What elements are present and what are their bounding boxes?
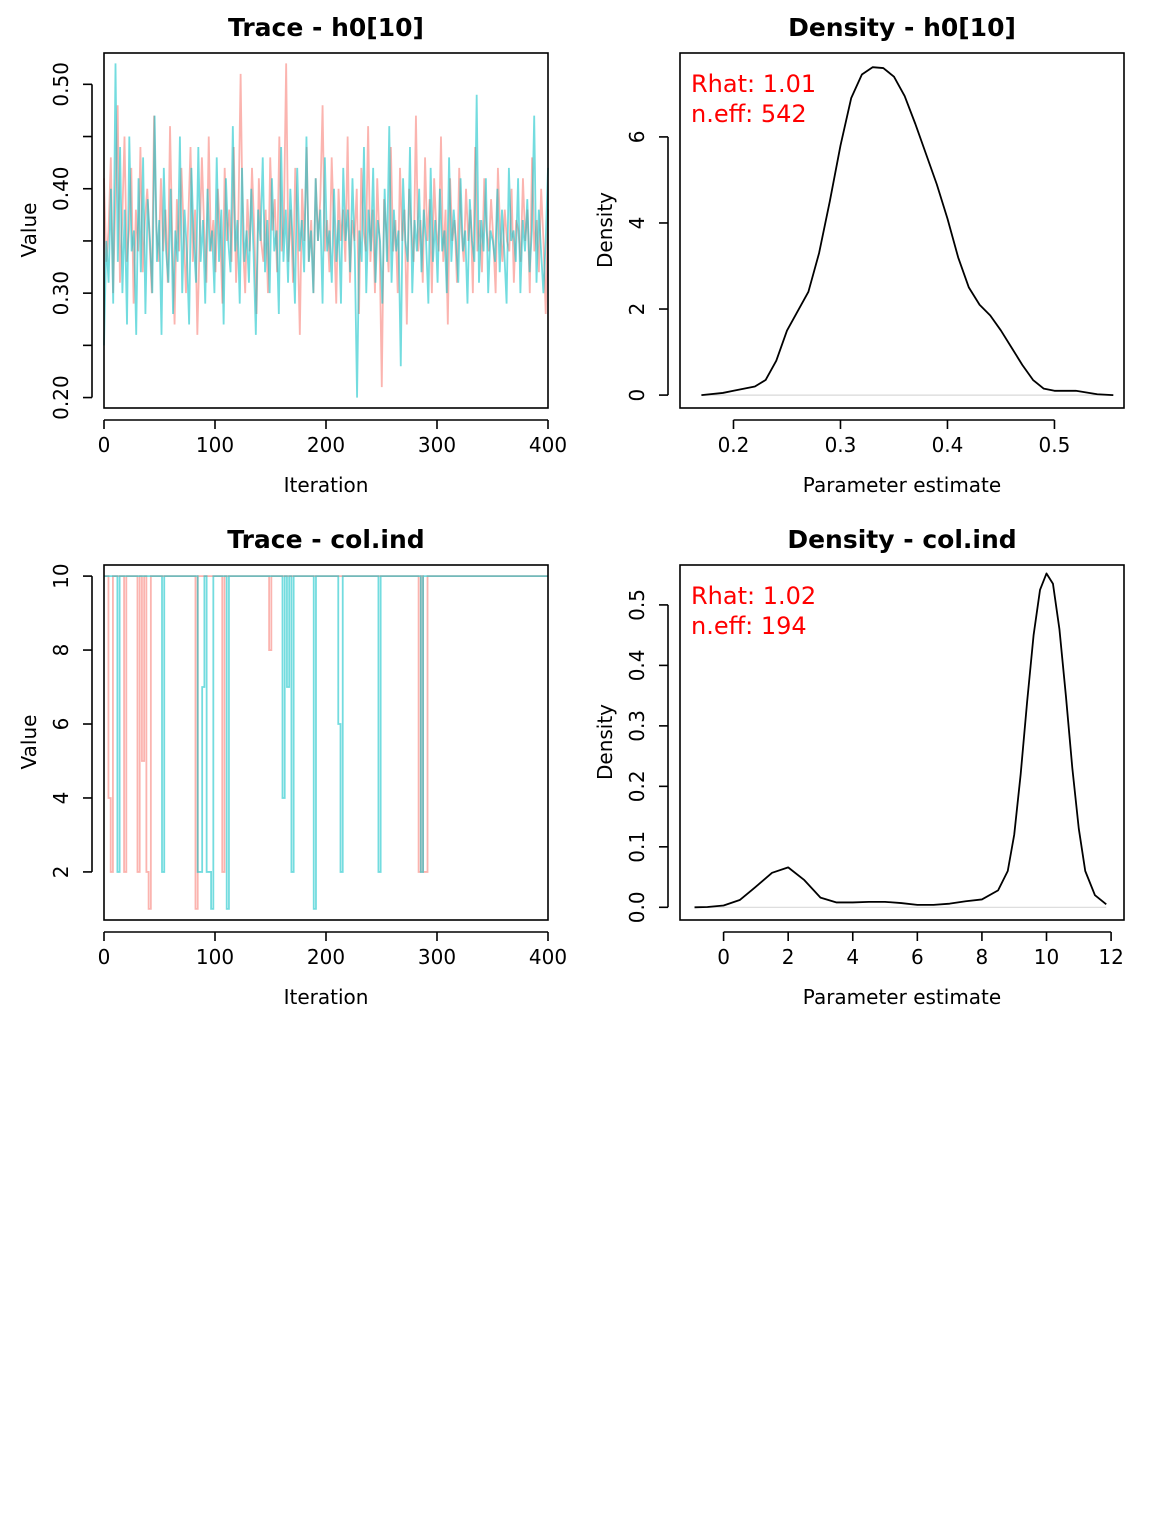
- plot-frame: [103, 52, 549, 409]
- y-tick-label: 2: [49, 866, 73, 879]
- chain-1-line: [104, 575, 548, 910]
- y-tick-label: 0.30: [49, 271, 73, 316]
- y-axis-label: Density: [593, 704, 617, 780]
- chain-2-line: [103, 63, 549, 398]
- rhat-label: Rhat: 1.01: [691, 70, 816, 98]
- plot-frame: [679, 52, 1125, 409]
- density-curve: [694, 572, 1107, 909]
- plot-frame: [103, 564, 549, 921]
- x-tick-label: 0: [98, 945, 111, 969]
- y-axis-label: Density: [593, 192, 617, 268]
- y-tick-label: 0.50: [49, 62, 73, 107]
- y-axis: 0.0 0.1 0.2 0.3 0.4 0.5: [625, 589, 669, 923]
- panel-title: Density - h0[10]: [788, 13, 1016, 42]
- x-tick-label: 2: [782, 945, 795, 969]
- y-tick-label: 6: [49, 718, 73, 731]
- y-axis-label: Value: [17, 715, 41, 770]
- x-tick-label: 0.2: [718, 433, 750, 457]
- x-tick-label: 400: [529, 433, 567, 457]
- y-axis-label: Value: [17, 203, 41, 258]
- x-tick-label: 12: [1098, 945, 1123, 969]
- density-h0-panel: Density - h0[10] 0.2 0.3 0.4 0.5 0 2 4 6 Rhat:…: [593, 13, 1125, 497]
- y-tick-label: 0.2: [625, 770, 649, 802]
- y-axis: 0 2 4 6: [625, 131, 669, 402]
- series-layer: [694, 572, 1107, 909]
- neff-label: n.eff: 542: [691, 100, 807, 128]
- series-layer: [104, 575, 548, 910]
- density-col-panel: Density - col.ind 0 2 4 6 8 10 12 0.0 0.1 0.2 0.3…: [593, 525, 1125, 1009]
- x-axis-label: Iteration: [284, 473, 369, 497]
- x-tick-label: 0.5: [1039, 433, 1071, 457]
- y-tick-label: 10: [49, 563, 73, 588]
- x-tick-label: 200: [307, 945, 345, 969]
- x-axis: 0 100 200 300 400: [98, 419, 567, 457]
- plot-frame: [679, 564, 1125, 921]
- x-tick-label: 8: [976, 945, 989, 969]
- x-tick-label: 200: [307, 433, 345, 457]
- x-tick-label: 6: [911, 945, 924, 969]
- x-axis: 0 100 200 300 400: [98, 931, 567, 969]
- y-tick-label: 0.3: [625, 710, 649, 742]
- chain-2-line: [104, 575, 548, 910]
- x-tick-label: 300: [418, 433, 456, 457]
- series-layer: [103, 63, 549, 398]
- y-tick-label: 2: [625, 303, 649, 316]
- x-tick-label: 0: [98, 433, 111, 457]
- x-axis-label: Parameter estimate: [803, 985, 1001, 1009]
- y-tick-label: 4: [625, 217, 649, 230]
- y-tick-label: 4: [49, 792, 73, 805]
- rhat-label: Rhat: 1.02: [691, 582, 816, 610]
- x-tick-label: 0.3: [825, 433, 857, 457]
- x-axis: 0.2 0.3 0.4 0.5: [718, 419, 1071, 457]
- x-tick-label: 4: [846, 945, 859, 969]
- y-tick-label: 0.4: [625, 649, 649, 681]
- y-tick-label: 0.20: [49, 375, 73, 420]
- x-tick-label: 100: [196, 945, 234, 969]
- x-tick-label: 0.4: [932, 433, 964, 457]
- panel-title: Trace - h0[10]: [228, 13, 424, 42]
- y-tick-label: 0.5: [625, 589, 649, 621]
- y-axis: 2 4 6 8 10: [49, 563, 93, 879]
- y-tick-label: 8: [49, 644, 73, 657]
- x-axis-label: Parameter estimate: [803, 473, 1001, 497]
- panel-title: Density - col.ind: [787, 525, 1016, 554]
- x-axis: 0 2 4 6 8 10 12: [717, 931, 1124, 969]
- x-tick-label: 0: [717, 945, 730, 969]
- y-tick-label: 0.40: [49, 166, 73, 211]
- x-tick-label: 100: [196, 433, 234, 457]
- trace-col-panel: Trace - col.ind 0 100 200 300 400 2 4 6 8 10 Ite…: [17, 525, 567, 1009]
- y-axis: 0.20 0.30 0.40 0.50: [49, 62, 93, 420]
- neff-label: n.eff: 194: [691, 612, 807, 640]
- x-axis-label: Iteration: [284, 985, 369, 1009]
- series-layer: [701, 66, 1114, 396]
- y-tick-label: 0: [625, 389, 649, 402]
- trace-h0-panel: Trace - h0[10] 0 100 200 300 400 0.20 0.30 0.4…: [17, 13, 567, 497]
- x-tick-label: 400: [529, 945, 567, 969]
- y-tick-label: 0.0: [625, 891, 649, 923]
- panel-title: Trace - col.ind: [227, 525, 424, 554]
- x-tick-label: 10: [1034, 945, 1059, 969]
- y-tick-label: 6: [625, 131, 649, 144]
- y-tick-label: 0.1: [625, 831, 649, 863]
- density-curve: [701, 66, 1114, 396]
- x-tick-label: 300: [418, 945, 456, 969]
